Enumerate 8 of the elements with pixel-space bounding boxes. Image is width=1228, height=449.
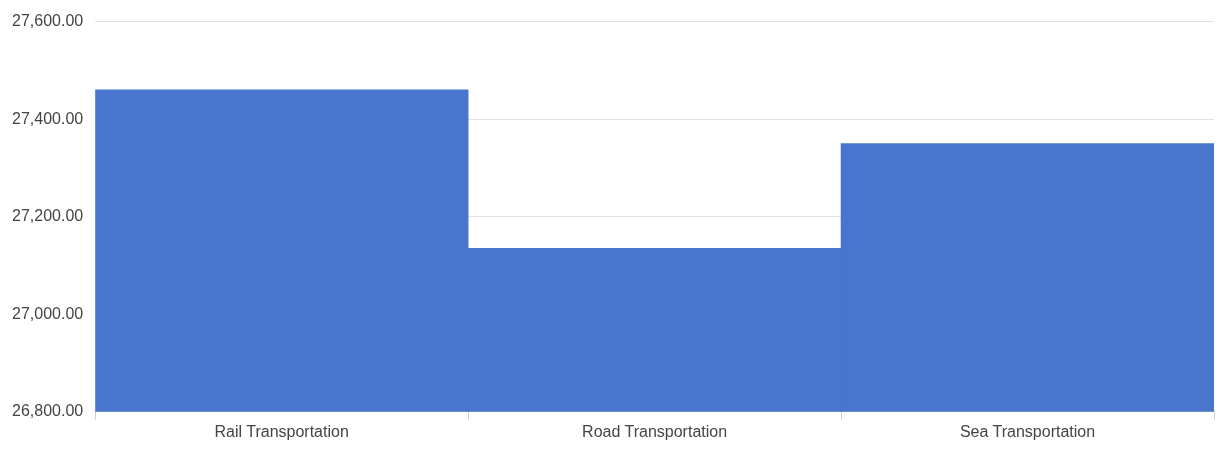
y-tick-label: 27,400.00	[11, 109, 84, 127]
y-tick-label: 26,800.00	[11, 402, 84, 420]
y-tick-label: 27,000.00	[11, 304, 84, 322]
y-tick-label: 27,200.00	[11, 207, 84, 225]
x-tick-label: Road Transportation	[582, 422, 728, 440]
y-tick-label: 27,600.00	[11, 12, 84, 30]
x-tick-label: Rail Transportation	[214, 422, 349, 440]
x-tick-label: Sea Transportation	[959, 422, 1096, 440]
